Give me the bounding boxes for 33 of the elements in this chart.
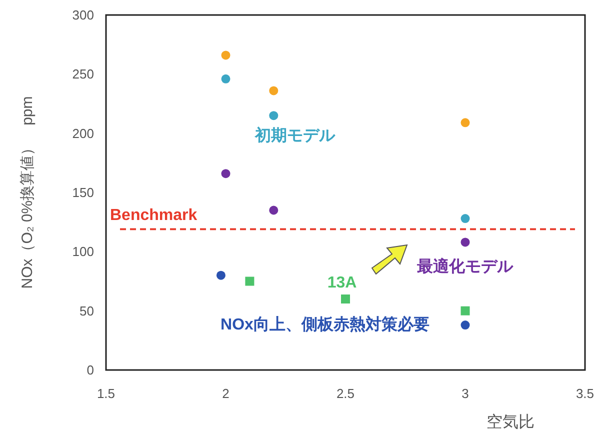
ref-line-label: Benchmark (110, 207, 198, 224)
y-axis-title: NOx（O₂ 0%換算値） ppm (19, 96, 36, 289)
point (460, 118, 470, 128)
y-tick-label: 50 (80, 303, 94, 318)
y-tick-label: 250 (72, 66, 94, 82)
series-label: 最適化モデル (416, 256, 514, 276)
series-label: 初期モデル (254, 126, 336, 145)
point (269, 111, 278, 120)
y-tick-label: 300 (72, 8, 94, 23)
point (460, 320, 470, 330)
y-tick-label: 200 (72, 126, 94, 141)
point (269, 86, 278, 96)
point (460, 306, 470, 316)
point (245, 276, 254, 286)
point (221, 169, 230, 178)
point (216, 270, 226, 280)
x-tick-label: 2 (222, 386, 230, 401)
point (341, 294, 350, 304)
series-label: 13A (327, 274, 358, 292)
point (460, 238, 470, 247)
point (460, 214, 470, 224)
x-axis-title: 空気比 (486, 413, 534, 431)
x-tick-label: 3 (462, 386, 469, 401)
series-label: NOx向上、側板赤熱対策必要 (220, 314, 430, 334)
x-tick-label: 3.5 (576, 386, 594, 401)
y-tick-label: 0 (86, 362, 94, 378)
x-tick-label: 1.5 (96, 386, 116, 401)
y-tick-label: 100 (72, 244, 94, 260)
point (269, 206, 278, 215)
point (221, 50, 230, 60)
x-tick-label: 2.5 (336, 386, 355, 401)
y-tick-label: 150 (72, 185, 94, 200)
point (221, 74, 230, 84)
